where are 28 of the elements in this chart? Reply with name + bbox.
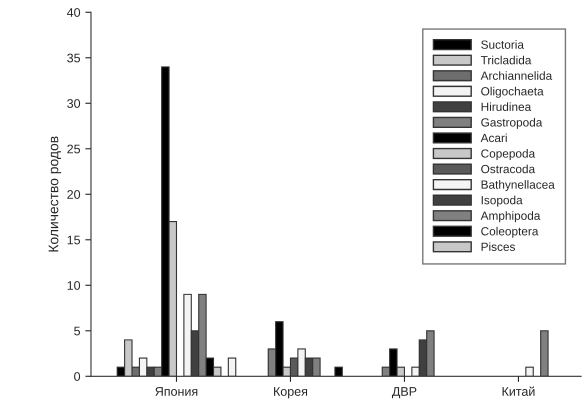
y-tick-label: 25	[67, 144, 80, 154]
y-tick-label: 30	[67, 99, 80, 108]
legend-label: Amphipoda	[480, 211, 540, 222]
legend-label: Gastropoda	[481, 118, 542, 129]
y-tick-label: 5	[74, 326, 80, 336]
legend-label: Isopoda	[482, 196, 523, 207]
legend-label: Ostracoda	[481, 164, 536, 174]
x-tick-label: Корея	[274, 387, 308, 398]
y-tick-label: 20	[67, 190, 80, 199]
x-tick-label: ДВР	[392, 387, 416, 398]
legend-label: Pisces	[482, 242, 515, 252]
legend-label: Hirudinea	[482, 102, 532, 112]
x-tick-label: Китай	[502, 386, 534, 396]
y-axis-title: Количество родов	[48, 136, 62, 252]
legend-label: Bathynellacea	[482, 180, 555, 192]
y-tick-label: 0	[74, 372, 80, 381]
legend-label: Tricladida	[480, 56, 532, 64]
legend-label: Oligochaeta	[481, 86, 544, 98]
legend-label: Acari	[480, 133, 507, 142]
legend-label: Copepoda	[481, 149, 536, 160]
legend-label: Suctoria	[481, 40, 524, 49]
y-tick-label: 40	[66, 8, 80, 17]
y-tick-label: 10	[68, 281, 80, 290]
legend-label: Archiannelida	[480, 71, 552, 80]
x-tick-label: Япония	[155, 387, 198, 396]
y-tick-label: 15	[68, 236, 80, 244]
y-tick-label: 35	[67, 54, 80, 62]
legend-label: Coleoptera	[481, 226, 538, 238]
